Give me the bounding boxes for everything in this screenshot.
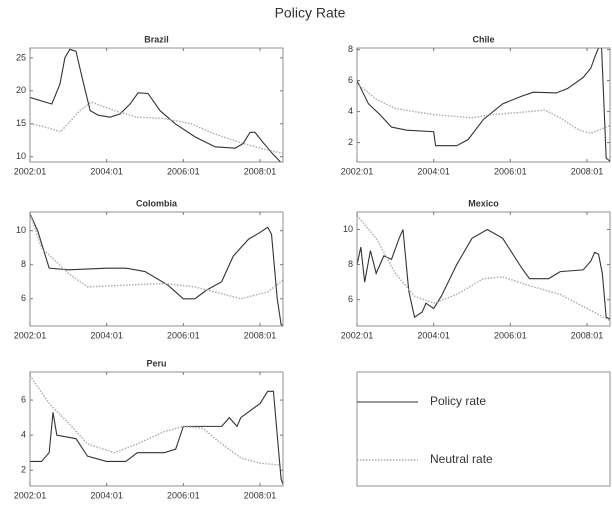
y-tick-label: 8 — [348, 259, 353, 269]
x-tick-label: 2006:01 — [167, 330, 200, 340]
y-tick-label: 6 — [21, 394, 26, 404]
x-tick-label: 2006:01 — [494, 330, 527, 340]
series-line — [357, 215, 610, 322]
y-tick-label: 25 — [16, 52, 26, 62]
x-tick-label: 2008:01 — [571, 166, 604, 176]
y-tick-label: 6 — [348, 75, 353, 85]
plot-frame — [29, 47, 284, 163]
x-tick-label: 2002:01 — [14, 166, 47, 176]
series-line — [30, 390, 283, 485]
x-tick-label: 2008:01 — [244, 490, 277, 500]
panel-title: Brazil — [144, 34, 169, 44]
x-tick-label: 2002:01 — [341, 330, 374, 340]
panel-title: Colombia — [136, 198, 178, 208]
x-tick-label: 2004:01 — [90, 166, 123, 176]
x-tick-label: 2006:01 — [494, 166, 527, 176]
y-tick-label: 10 — [16, 225, 26, 235]
x-tick-label: 2004:01 — [90, 330, 123, 340]
series-line — [30, 375, 280, 466]
x-tick-label: 2002:01 — [14, 490, 47, 500]
x-tick-label: 2008:01 — [571, 330, 604, 340]
y-tick-label: 10 — [16, 151, 26, 161]
legend-label: Policy rate — [430, 394, 486, 408]
series-line — [30, 48, 282, 162]
y-tick-label: 4 — [348, 106, 353, 116]
y-tick-label: 8 — [348, 44, 353, 54]
x-tick-label: 2004:01 — [417, 166, 450, 176]
x-tick-label: 2002:01 — [14, 330, 47, 340]
series-line — [30, 213, 283, 326]
x-tick-label: 2006:01 — [167, 166, 200, 176]
series-line — [30, 101, 283, 155]
series-line — [30, 213, 283, 300]
panel-title: Mexico — [468, 198, 499, 208]
y-tick-label: 10 — [343, 224, 353, 234]
series-line — [357, 48, 610, 162]
x-tick-label: 2008:01 — [244, 330, 277, 340]
panel-title: Peru — [146, 358, 166, 368]
y-tick-label: 20 — [16, 85, 26, 95]
legend-label: Neutral rate — [430, 452, 493, 466]
x-tick-label: 2004:01 — [90, 490, 123, 500]
series-line — [357, 83, 610, 135]
y-tick-label: 4 — [21, 430, 26, 440]
legend-box — [356, 371, 611, 487]
x-tick-label: 2004:01 — [417, 330, 450, 340]
plot-frame — [29, 371, 284, 487]
plot-frame — [356, 211, 611, 327]
y-tick-label: 8 — [21, 259, 26, 269]
panel-title: Chile — [472, 34, 494, 44]
series-line — [357, 228, 610, 320]
x-tick-label: 2008:01 — [244, 166, 277, 176]
x-tick-label: 2002:01 — [341, 166, 374, 176]
y-tick-label: 6 — [21, 293, 26, 303]
figure-title: Policy Rate — [275, 5, 346, 21]
plot-frame — [29, 211, 284, 327]
y-tick-label: 15 — [16, 118, 26, 128]
y-tick-label: 2 — [21, 465, 26, 475]
y-tick-label: 2 — [348, 137, 353, 147]
plot-frame — [356, 47, 611, 163]
x-tick-label: 2006:01 — [167, 490, 200, 500]
y-tick-label: 6 — [348, 294, 353, 304]
